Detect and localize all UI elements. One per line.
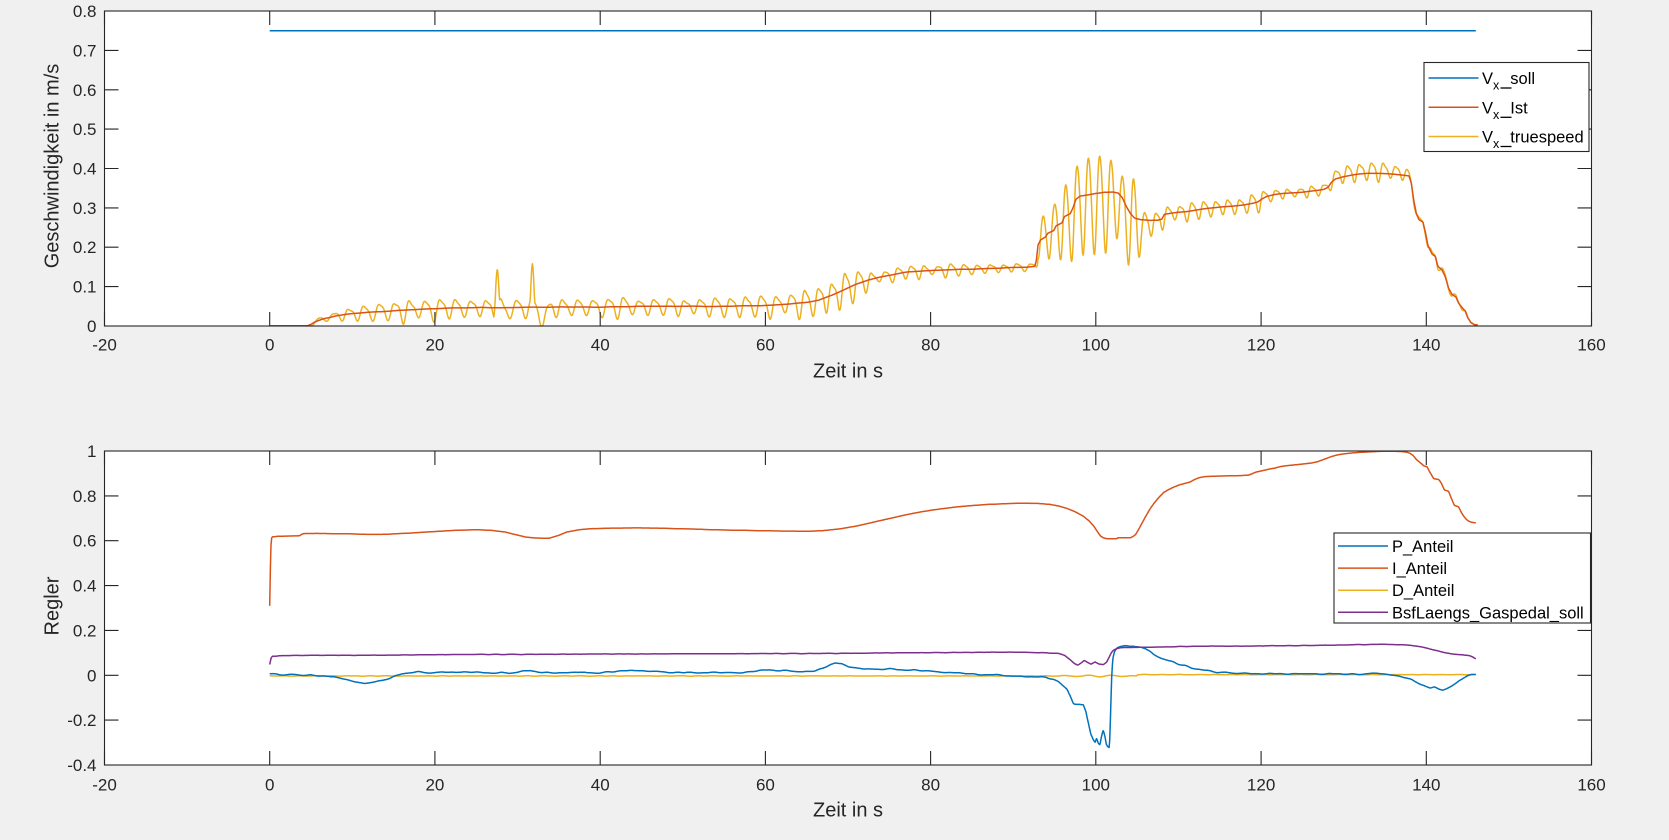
svg-text:20: 20 bbox=[425, 336, 444, 355]
svg-text:Regler: Regler bbox=[42, 576, 64, 635]
svg-text:Zeit in s: Zeit in s bbox=[813, 800, 883, 822]
svg-text:0.6: 0.6 bbox=[73, 81, 97, 100]
svg-text:I_Anteil: I_Anteil bbox=[1392, 560, 1447, 578]
svg-text:1: 1 bbox=[87, 442, 96, 461]
svg-text:0: 0 bbox=[87, 666, 96, 685]
svg-text:0: 0 bbox=[265, 775, 274, 794]
svg-text:0.2: 0.2 bbox=[73, 621, 97, 640]
svg-text:-20: -20 bbox=[92, 775, 117, 794]
svg-text:-0.2: -0.2 bbox=[67, 711, 96, 730]
svg-text:0.7: 0.7 bbox=[73, 41, 97, 60]
svg-text:160: 160 bbox=[1577, 775, 1605, 794]
svg-text:100: 100 bbox=[1082, 775, 1110, 794]
svg-text:0.5: 0.5 bbox=[73, 120, 97, 139]
svg-text:80: 80 bbox=[921, 775, 940, 794]
svg-text:-20: -20 bbox=[92, 336, 117, 355]
svg-text:0.8: 0.8 bbox=[73, 487, 97, 506]
svg-text:60: 60 bbox=[756, 775, 775, 794]
svg-text:120: 120 bbox=[1247, 775, 1275, 794]
svg-text:40: 40 bbox=[591, 775, 610, 794]
svg-text:-0.4: -0.4 bbox=[67, 756, 96, 775]
svg-text:120: 120 bbox=[1247, 336, 1275, 355]
svg-text:BsfLaengs_Gaspedal_soll: BsfLaengs_Gaspedal_soll bbox=[1392, 604, 1584, 622]
svg-text:0.4: 0.4 bbox=[73, 160, 97, 179]
svg-text:100: 100 bbox=[1082, 336, 1110, 355]
svg-text:0.6: 0.6 bbox=[73, 532, 97, 551]
svg-text:140: 140 bbox=[1412, 775, 1440, 794]
svg-text:40: 40 bbox=[591, 336, 610, 355]
svg-text:0: 0 bbox=[265, 336, 274, 355]
svg-text:0.8: 0.8 bbox=[73, 2, 97, 21]
svg-text:Geschwindigkeit in m/s: Geschwindigkeit in m/s bbox=[42, 64, 64, 269]
svg-text:80: 80 bbox=[921, 336, 940, 355]
svg-text:Zeit in s: Zeit in s bbox=[813, 361, 883, 383]
svg-text:0: 0 bbox=[87, 317, 96, 336]
svg-text:140: 140 bbox=[1412, 336, 1440, 355]
svg-text:0.3: 0.3 bbox=[73, 199, 97, 218]
svg-text:P_Anteil: P_Anteil bbox=[1392, 538, 1453, 556]
svg-text:0.2: 0.2 bbox=[73, 238, 97, 257]
svg-text:60: 60 bbox=[756, 336, 775, 355]
svg-text:0.4: 0.4 bbox=[73, 577, 97, 596]
svg-text:20: 20 bbox=[425, 775, 444, 794]
svg-text:160: 160 bbox=[1577, 336, 1605, 355]
svg-text:0.1: 0.1 bbox=[73, 278, 97, 297]
svg-text:D_Anteil: D_Anteil bbox=[1392, 582, 1454, 600]
